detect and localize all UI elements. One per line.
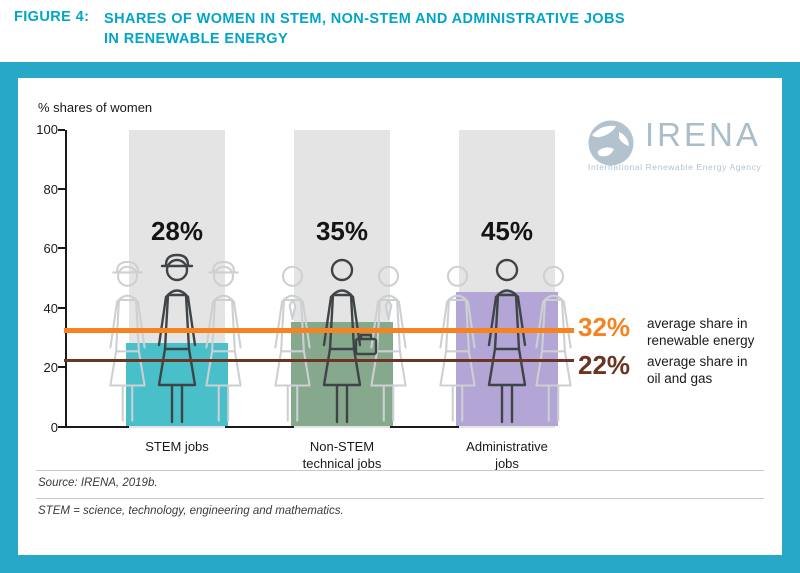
value-label-non-stem: 35%: [315, 216, 369, 246]
irena-logo-wordmark: IRENA: [645, 116, 761, 153]
x-axis-label-line: technical jobs: [302, 456, 382, 471]
figure-title: SHARES OF WOMEN IN STEM, NON-STEM AND AD…: [104, 9, 625, 49]
value-label-admin: 45%: [480, 216, 534, 246]
y-axis-title: % shares of women: [38, 100, 153, 115]
stem-definition-note: STEM = science, technology, engineering …: [38, 505, 344, 517]
tick-mark: [58, 247, 65, 249]
globe-icon: [588, 120, 634, 166]
y-tick-label: 20: [43, 360, 58, 375]
reference-label-line: renewable energy: [647, 333, 755, 348]
x-axis-label-admin: Administrative jobs: [427, 438, 587, 472]
x-axis-label-line: jobs: [495, 456, 519, 471]
stem-workers-icon: [87, 252, 267, 429]
tick-mark: [58, 129, 65, 131]
reference-label-line: average share in: [647, 316, 748, 331]
x-axis-label-non-stem: Non-STEM technical jobs: [262, 438, 422, 472]
x-axis-label-stem: STEM jobs: [97, 438, 257, 455]
y-tick-label: 80: [43, 182, 58, 197]
reference-value-oil-gas: 22%: [578, 350, 631, 380]
tick-mark: [58, 188, 65, 190]
reference-label-oil-gas: average share in oil and gas: [647, 353, 748, 387]
admin-workers-icon: [439, 258, 572, 424]
tick-mark: [58, 366, 65, 368]
y-tick-label: 100: [36, 122, 58, 137]
plot-area: 28% 35% 45%: [64, 130, 574, 429]
tick-mark: [58, 307, 65, 309]
reference-line-oil-gas: [64, 359, 574, 362]
x-axis-label-line: Non-STEM: [309, 439, 375, 454]
figure-label: FIGURE 4:: [14, 9, 90, 25]
x-axis-label-line: STEM jobs: [145, 439, 209, 454]
reference-value-renewable: 32%: [578, 312, 631, 342]
value-label-stem: 28%: [150, 216, 204, 246]
y-tick-label: 40: [43, 301, 58, 316]
y-tick-label: 60: [43, 241, 58, 256]
non-stem-workers-icon: [252, 252, 432, 429]
reference-label-renewable: average share in renewable energy: [647, 315, 754, 349]
y-tick-label: 0: [50, 420, 58, 435]
x-axis-label-line: Administrative: [466, 439, 548, 454]
source-note: Source: IRENA, 2019b.: [38, 477, 158, 489]
divider: [36, 498, 764, 499]
reference-label-line: oil and gas: [647, 371, 713, 386]
figure-title-line2: IN RENEWABLE ENERGY: [104, 31, 289, 47]
divider: [36, 470, 764, 471]
reference-label-line: average share in: [647, 354, 748, 369]
figure-title-line1: SHARES OF WOMEN IN STEM, NON-STEM AND AD…: [104, 11, 625, 27]
reference-line-renewable-energy: [64, 328, 574, 333]
tick-mark: [58, 426, 65, 428]
irena-logo-subtitle: International Renewable Energy Agency: [588, 162, 762, 172]
